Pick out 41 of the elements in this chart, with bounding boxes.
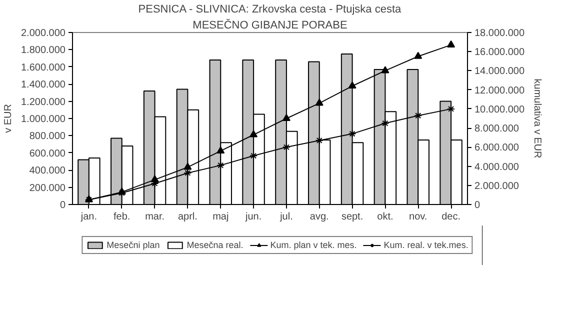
x-tick-label: dec. bbox=[442, 212, 460, 222]
chart-title: PESNICA - SLIVNICA: Zrkovska cesta - Ptujska cesta bbox=[138, 4, 402, 16]
y-tick-label: 600.000 bbox=[29, 148, 66, 160]
x-tick-label: sept. bbox=[341, 212, 364, 222]
y-tick-label: 1.600.000 bbox=[21, 62, 66, 74]
y2-axis-title: kumulativa v EUR bbox=[532, 78, 543, 158]
legend-label: Kum. plan v tek. mes. bbox=[270, 240, 357, 250]
y-tick-label: 1.200.000 bbox=[21, 96, 66, 108]
y-tick-label: 0 bbox=[60, 200, 66, 211]
y2-tick-label: 0 bbox=[474, 200, 480, 211]
y2-tick-label: 14.000.000 bbox=[474, 66, 525, 78]
x-tick-label: maj bbox=[212, 212, 229, 222]
chart-subtitle: MESEČNO GIBANJE PORABE bbox=[192, 18, 348, 32]
y-tick-label: 400.000 bbox=[29, 166, 66, 177]
x-tick-label: jul. bbox=[279, 212, 293, 222]
y2-tick-label: 6.000.000 bbox=[474, 142, 520, 154]
y-tick-label: 1.000.000 bbox=[21, 114, 66, 125]
y2-tick-label: 12.000.000 bbox=[474, 85, 525, 96]
x-tick-label: nov. bbox=[409, 212, 428, 222]
y2-tick-label: 4.000.000 bbox=[474, 162, 520, 173]
x-tick-label: okt. bbox=[377, 212, 394, 222]
x-tick-label: feb. bbox=[114, 212, 130, 222]
y2-tick-label: 10.000.000 bbox=[474, 104, 525, 116]
y2-tick-label: 8.000.000 bbox=[474, 124, 520, 135]
x-tick-label: jan. bbox=[80, 212, 98, 222]
legend-label: Kum. real. v tek.mes. bbox=[384, 240, 468, 250]
y-tick-label: 1.400.000 bbox=[21, 80, 66, 91]
x-tick-label: aprl. bbox=[178, 212, 198, 222]
x-tick-label: mar. bbox=[145, 212, 165, 222]
y2-tick-label: 2.000.000 bbox=[474, 180, 520, 192]
legend-label: Mesečni plan bbox=[106, 240, 160, 250]
y-tick-label: 2.000.000 bbox=[21, 28, 66, 39]
x-tick-label: avg. bbox=[310, 212, 329, 222]
legend-label: Mesečna real. bbox=[186, 240, 244, 250]
y2-tick-label: 16.000.000 bbox=[474, 47, 525, 58]
y2-tick-label: 18.000.000 bbox=[474, 28, 525, 39]
y-tick-label: 200.000 bbox=[29, 182, 66, 194]
x-tick-label: jun. bbox=[244, 212, 262, 222]
y-tick-label: 800.000 bbox=[29, 131, 66, 142]
y-tick-label: 1.800.000 bbox=[21, 45, 66, 56]
y-axis-title: v EUR bbox=[3, 104, 14, 133]
